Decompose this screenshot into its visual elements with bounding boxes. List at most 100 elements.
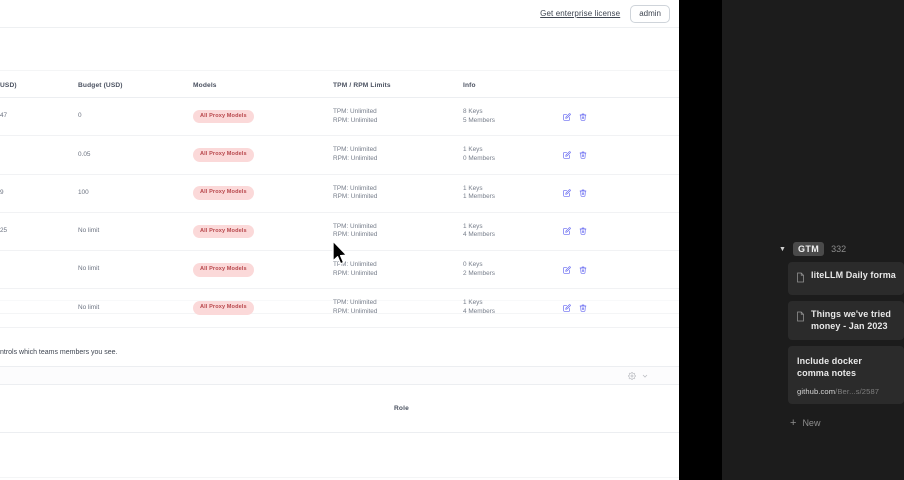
table-row[interactable]: 9 100 All Proxy Models TPM: Unlimited RPM: U… bbox=[0, 174, 679, 213]
column-header-budget: Budget (USD) bbox=[78, 78, 193, 98]
tpm-limit: TPM: Unlimited bbox=[333, 222, 377, 230]
group-count-label: 332 bbox=[831, 244, 847, 254]
trash-icon[interactable] bbox=[579, 151, 587, 159]
cell-models: All Proxy Models bbox=[193, 97, 333, 137]
keys-count: 1 Keys bbox=[463, 184, 483, 192]
edit-icon[interactable] bbox=[563, 189, 571, 197]
board-group-gtm: ▼ GTM 332 liteLLM Daily forma bbox=[722, 238, 904, 428]
caret-down-icon[interactable]: ▼ bbox=[779, 245, 786, 253]
plus-icon: + bbox=[790, 416, 797, 429]
card-title: Things we've tried money - Jan 2023 bbox=[811, 309, 891, 332]
cell-spend bbox=[0, 250, 78, 290]
trash-icon[interactable] bbox=[579, 266, 587, 274]
document-icon bbox=[796, 270, 805, 288]
column-header-models: Models bbox=[193, 78, 333, 98]
cell-actions bbox=[563, 97, 679, 137]
cell-spend: 47 bbox=[0, 97, 78, 137]
trash-icon[interactable] bbox=[579, 227, 587, 236]
edit-icon[interactable] bbox=[563, 266, 571, 274]
tpm-limit: TPM: Unlimited bbox=[333, 261, 377, 269]
trash-icon[interactable] bbox=[579, 189, 587, 197]
teams-table-body: 47 0 All Proxy Models TPM: Unlimited RPM: Un… bbox=[0, 97, 679, 328]
edit-icon[interactable] bbox=[563, 112, 571, 121]
status-badge: All Proxy Models bbox=[193, 262, 254, 277]
members-count: 0 Members bbox=[463, 154, 495, 162]
admin-user-button[interactable]: admin bbox=[630, 4, 670, 23]
board-card-list: liteLLM Daily forma Things we've tried m… bbox=[788, 262, 904, 429]
table-row[interactable]: 25 No limit All Proxy Models TPM: Unlimited… bbox=[0, 212, 679, 252]
chevron-down-icon[interactable] bbox=[641, 372, 649, 380]
document-icon bbox=[796, 309, 805, 327]
get-enterprise-license-link[interactable]: Get enterprise license bbox=[540, 9, 621, 18]
trash-icon[interactable] bbox=[579, 113, 587, 121]
members-count: 5 Members bbox=[463, 116, 495, 124]
cell-models: All Proxy Models bbox=[193, 288, 333, 328]
cell-actions bbox=[563, 212, 679, 252]
table-row[interactable]: No limit All Proxy Models TPM: Unlimited RP… bbox=[0, 288, 679, 328]
keys-count: 8 Keys bbox=[463, 108, 483, 115]
cell-spend: 9 bbox=[0, 174, 78, 213]
cell-actions bbox=[563, 288, 679, 328]
list-item[interactable]: Include docker comma notes github.com/Be… bbox=[788, 345, 904, 404]
cell-limits: TPM: Unlimited RPM: Unlimited bbox=[333, 212, 463, 252]
members-table-header-row bbox=[0, 385, 679, 433]
card-title: Include docker comma notes bbox=[797, 355, 862, 379]
cell-budget: No limit bbox=[78, 250, 193, 290]
cell-limits: TPM: Unlimited RPM: Unlimited bbox=[333, 288, 463, 328]
add-new-card-button[interactable]: + New bbox=[788, 410, 904, 429]
app-header: Get enterprise license admin bbox=[0, 0, 679, 28]
cell-limits: TPM: Unlimited RPM: Unlimited bbox=[333, 135, 463, 175]
status-badge: All Proxy Models bbox=[193, 186, 254, 200]
cell-budget: No limit bbox=[78, 288, 193, 328]
cell-models: All Proxy Models bbox=[193, 135, 333, 175]
list-item[interactable]: liteLLM Daily forma bbox=[788, 262, 904, 295]
table-row[interactable]: No limit All Proxy Models TPM: Unlimited RP… bbox=[0, 250, 679, 290]
members-visibility-note: ntrols which teams members you see. bbox=[0, 349, 118, 356]
teams-table-header-row: USD) Budget (USD) Models TPM / RPM Limit… bbox=[0, 78, 679, 98]
cell-limits: TPM: Unlimited RPM: Unlimited bbox=[333, 250, 463, 290]
rpm-limit: RPM: Unlimited bbox=[333, 269, 378, 277]
board-group-header[interactable]: ▼ GTM 332 bbox=[722, 238, 904, 260]
teams-table-head: USD) Budget (USD) Models TPM / RPM Limit… bbox=[0, 78, 679, 98]
card-link[interactable]: github.com/Ber...s/2587 bbox=[797, 387, 895, 396]
edit-icon[interactable] bbox=[563, 151, 571, 159]
cell-budget: 0 bbox=[78, 97, 193, 137]
table-row[interactable] bbox=[0, 433, 679, 478]
cell-models: All Proxy Models bbox=[193, 174, 333, 213]
card-link-path: /Ber...s/2587 bbox=[835, 386, 880, 396]
members-count: 4 Members bbox=[463, 308, 495, 316]
table-row[interactable]: 47 0 All Proxy Models TPM: Unlimited RPM: Un… bbox=[0, 97, 679, 137]
column-header-role: Role bbox=[394, 405, 409, 412]
rpm-limit: RPM: Unlimited bbox=[333, 231, 378, 239]
edit-icon[interactable] bbox=[563, 227, 571, 236]
table-row[interactable]: 0.05 All Proxy Models TPM: Unlimited RPM: U… bbox=[0, 135, 679, 175]
column-header-actions bbox=[563, 78, 679, 98]
status-badge: All Proxy Models bbox=[193, 301, 254, 315]
edit-icon[interactable] bbox=[563, 304, 571, 312]
cell-info: 1 Keys 0 Members bbox=[463, 135, 563, 175]
gear-icon[interactable] bbox=[628, 371, 636, 380]
cell-info: 1 Keys 1 Members bbox=[463, 174, 563, 213]
cell-actions bbox=[563, 250, 679, 290]
members-count: 2 Members bbox=[463, 269, 495, 277]
black-gutter bbox=[679, 0, 722, 480]
tpm-limit: TPM: Unlimited bbox=[333, 146, 377, 154]
rpm-limit: RPM: Unlimited bbox=[333, 154, 378, 162]
cell-limits: TPM: Unlimited RPM: Unlimited bbox=[333, 174, 463, 213]
cell-models: All Proxy Models bbox=[193, 212, 333, 252]
tpm-limit: TPM: Unlimited bbox=[333, 184, 377, 192]
cell-budget: 0.05 bbox=[78, 135, 193, 175]
card-link-domain: github.com bbox=[797, 386, 836, 396]
members-count: 1 Members bbox=[463, 193, 495, 201]
group-tag-label[interactable]: GTM bbox=[792, 241, 825, 257]
cell-actions bbox=[563, 135, 679, 175]
list-item[interactable]: Things we've tried money - Jan 2023 bbox=[788, 301, 904, 340]
cell-info: 1 Keys 4 Members bbox=[463, 212, 563, 252]
cell-spend: 25 bbox=[0, 212, 78, 252]
keys-count: 1 Keys bbox=[463, 146, 483, 154]
keys-count: 1 Keys bbox=[463, 222, 483, 230]
trash-icon[interactable] bbox=[579, 304, 587, 312]
add-new-card-label: New bbox=[802, 418, 821, 429]
cell-info: 0 Keys 2 Members bbox=[463, 250, 563, 290]
rpm-limit: RPM: Unlimited bbox=[333, 116, 378, 124]
